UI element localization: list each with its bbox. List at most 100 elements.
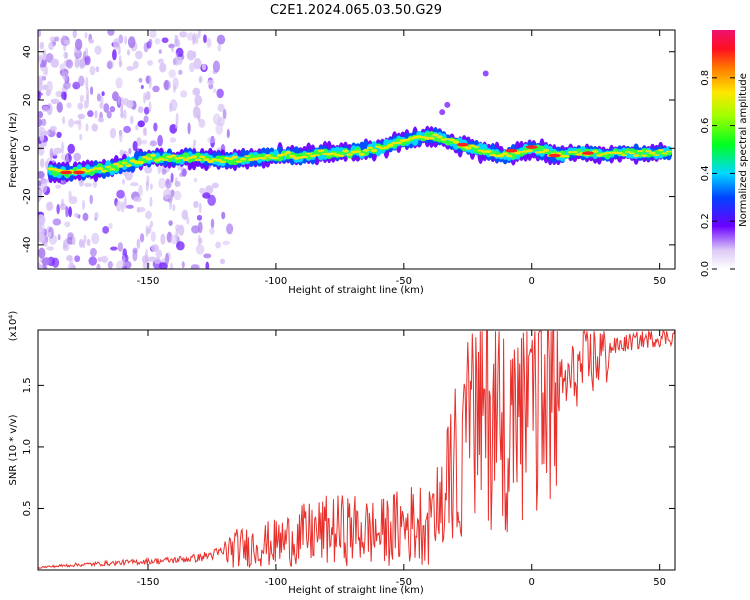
ridge-band-core [342,149,349,153]
ridge-band-core [383,146,390,149]
noise-speckle [38,75,46,82]
noise-speckle [173,190,182,201]
ridge-band-core [473,146,480,149]
noise-speckle [115,77,123,89]
hot-spot [456,142,469,147]
noise-speckle [116,189,125,199]
noise-speckle [82,212,89,222]
ridge-band-core [428,136,435,140]
isolated-blob [444,101,451,108]
ridge-band-green [113,166,120,172]
noise-streak [197,234,201,247]
x-tick-label: 0 [529,577,535,588]
noise-streak [172,204,176,212]
noise-speckle [158,49,162,54]
ridge-band-green [632,149,640,154]
noise-speckle [94,110,98,119]
noise-speckle [138,184,143,197]
noise-speckle [168,69,176,79]
ridge-band-core [645,149,652,153]
noise-streak [61,70,65,80]
y-tick-label: 1.0 [22,439,33,455]
noise-speckle [193,200,199,209]
x-tick-label: -50 [396,577,412,588]
noise-speckle [69,256,74,268]
noise-streak [121,178,125,185]
noise-speckle [137,106,144,114]
noise-speckle [126,66,135,71]
noise-speckle [116,200,122,212]
noise-speckle [126,99,134,109]
colorbar-label: Normalized spectral amplitude [738,73,749,227]
noise-speckle [157,58,164,64]
noise-speckle [154,37,161,45]
noise-streak [172,84,176,93]
noise-streak [82,200,86,211]
noise-streak [123,195,127,210]
noise-speckle [205,261,210,269]
y-tick-label: -40 [22,237,33,253]
noise-streak [120,96,124,109]
noise-speckle [192,87,201,96]
ridge-band-core [649,151,656,155]
ridge-band-core [239,157,247,161]
noise-speckle [39,41,45,50]
noise-speckle [108,222,113,230]
noise-speckle [178,224,185,236]
ridge-band-core [301,155,308,159]
noise-speckle [89,194,94,205]
ridge-band-core [375,145,382,149]
ridge-band-core [436,135,443,139]
noise-speckle [73,152,82,162]
ridge-band-core [231,155,239,159]
ridge-band-core [108,168,116,171]
noise-speckle [41,118,47,127]
noise-speckle [46,246,54,251]
noise-speckle [118,34,124,44]
ridge-band-core [506,154,513,158]
noise-streak [149,183,153,190]
noise-speckle [101,91,105,97]
x-tick-label: 50 [653,577,666,588]
ridge-band-core [358,152,366,156]
ridge-band-core [575,153,583,156]
ridge-band-core [100,169,108,173]
noise-speckle [38,195,41,203]
noise-streak [169,196,173,211]
noise-speckle [189,62,195,73]
hot-spot [505,148,518,153]
noise-speckle [96,93,101,102]
snr-series-line [38,330,675,569]
noise-speckle [72,81,81,90]
noise-speckle [97,117,105,123]
noise-speckle [46,80,53,93]
noise-speckle [129,115,134,125]
noise-speckle [216,34,226,45]
noise-speckle [207,79,215,86]
noise-streak [175,34,179,47]
noise-speckle [50,98,60,105]
noise-streak [145,249,149,263]
noise-speckle [145,90,151,101]
noise-streak [193,32,197,45]
noise-speckle [94,45,102,55]
noise-streak [175,112,179,126]
noise-speckle [196,214,203,221]
noise-speckle [193,177,198,183]
noise-speckle [207,136,216,144]
ridge-band-core [162,158,169,161]
noise-speckle [216,88,224,99]
noise-speckle [165,252,170,265]
figure-title: C2E1.2024.065.03.50.G29 [270,3,442,18]
noise-streak [148,224,152,234]
x-tick-label: -150 [137,276,160,287]
noise-speckle [215,241,222,249]
noise-speckle [121,201,125,213]
ridge-band-core [448,138,456,142]
noise-speckle [49,125,57,132]
ridge-band-core [145,157,153,161]
noise-speckle [68,190,72,200]
ridge-band-core [96,166,104,171]
noise-streak [117,95,121,106]
